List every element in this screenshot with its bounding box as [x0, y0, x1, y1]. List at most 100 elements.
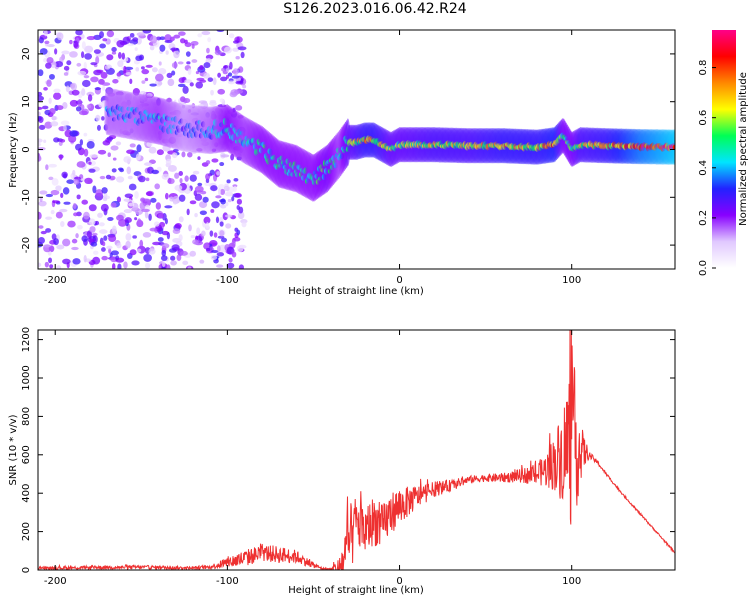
noise-blob — [44, 121, 53, 129]
noise-blob — [53, 238, 59, 246]
noise-blob — [164, 205, 173, 209]
noise-blob — [69, 51, 78, 58]
noise-blob — [235, 55, 240, 60]
noise-blob — [63, 201, 71, 205]
noise-blob — [53, 88, 61, 93]
noise-blob — [149, 35, 158, 44]
noise-blob — [236, 198, 243, 205]
noise-blob — [151, 169, 159, 174]
noise-blob — [48, 176, 54, 181]
noise-blob — [86, 91, 95, 97]
noise-blob — [143, 253, 152, 262]
noise-blob — [99, 43, 106, 49]
noise-blob — [179, 38, 186, 44]
noise-blob — [62, 258, 71, 265]
noise-blob — [171, 62, 178, 69]
noise-blob — [178, 216, 184, 223]
noise-blob — [219, 162, 225, 167]
y-tick-label: 10 — [21, 95, 32, 108]
noise-blob — [64, 129, 72, 138]
noise-blob — [90, 76, 99, 83]
noise-blob — [178, 171, 184, 176]
noise-blob — [98, 102, 104, 108]
noise-blob — [38, 69, 44, 77]
noise-blob — [86, 140, 95, 149]
noise-blob — [138, 175, 146, 183]
noise-blob — [159, 44, 166, 52]
noise-blob — [228, 33, 235, 39]
noise-blob — [235, 105, 243, 111]
noise-blob — [101, 187, 108, 194]
noise-blob — [192, 170, 200, 175]
noise-blob — [39, 48, 48, 55]
noise-blob — [45, 228, 52, 233]
noise-blob — [142, 232, 152, 238]
noise-blob — [141, 66, 145, 70]
noise-blob — [106, 136, 114, 141]
x-tick-label: 100 — [562, 275, 581, 286]
noise-blob — [81, 88, 86, 96]
noise-blob — [40, 230, 47, 235]
noise-blob — [201, 30, 211, 36]
noise-blob — [54, 61, 64, 68]
noise-blob — [185, 51, 191, 57]
noise-blob — [83, 132, 88, 137]
noise-blob — [83, 75, 90, 79]
noise-blob — [97, 212, 103, 218]
noise-blob — [86, 230, 93, 238]
noise-blob — [136, 248, 142, 253]
noise-blob — [60, 120, 70, 126]
noise-blob — [167, 178, 175, 185]
noise-blob — [90, 241, 98, 247]
noise-blob — [202, 196, 209, 203]
colorbar: 0.0 0.2 0.4 0.6 0.8 Normalized spectral ampl… — [698, 30, 749, 276]
noise-blob — [102, 85, 106, 91]
noise-blob — [139, 239, 144, 248]
noise-blob — [137, 218, 142, 225]
noise-blob — [77, 70, 87, 76]
noise-blob — [43, 86, 48, 91]
noise-blob — [241, 221, 247, 228]
noise-blob — [38, 138, 43, 143]
noise-blob — [204, 181, 211, 187]
noise-blob — [69, 39, 73, 45]
noise-blob — [219, 98, 224, 103]
noise-blob — [161, 173, 170, 180]
noise-blob — [45, 216, 53, 220]
noise-blob — [182, 97, 191, 104]
noise-blob — [186, 61, 191, 65]
noise-blob — [148, 248, 156, 255]
noise-blob — [237, 211, 245, 220]
noise-blob — [56, 105, 64, 111]
noise-blob — [125, 233, 132, 241]
noise-blob — [129, 249, 137, 256]
noise-blob — [141, 80, 146, 84]
noise-blob — [75, 233, 79, 239]
noise-blob — [61, 171, 68, 178]
noise-blob — [151, 67, 158, 73]
noise-blob — [134, 217, 138, 221]
noise-blob — [238, 66, 244, 73]
noise-blob — [83, 255, 87, 263]
noise-blob — [198, 100, 208, 104]
noise-blob — [100, 71, 108, 79]
noise-blob — [39, 190, 48, 195]
noise-blob — [205, 222, 210, 229]
noise-blob — [72, 169, 76, 176]
noise-blob — [60, 192, 64, 198]
noise-blob — [220, 76, 228, 82]
noise-blob — [78, 110, 88, 116]
noise-blob — [51, 178, 59, 186]
noise-blob — [89, 226, 96, 233]
noise-blob — [143, 162, 153, 166]
noise-blob — [192, 239, 199, 245]
noise-blob — [92, 185, 97, 194]
noise-blob — [141, 69, 150, 75]
noise-blob — [231, 251, 237, 258]
noise-blob — [172, 228, 181, 235]
noise-blob — [110, 145, 119, 151]
noise-blob — [190, 235, 196, 239]
noise-blob — [106, 30, 115, 38]
noise-blob — [164, 34, 172, 42]
noise-blob — [174, 172, 180, 179]
